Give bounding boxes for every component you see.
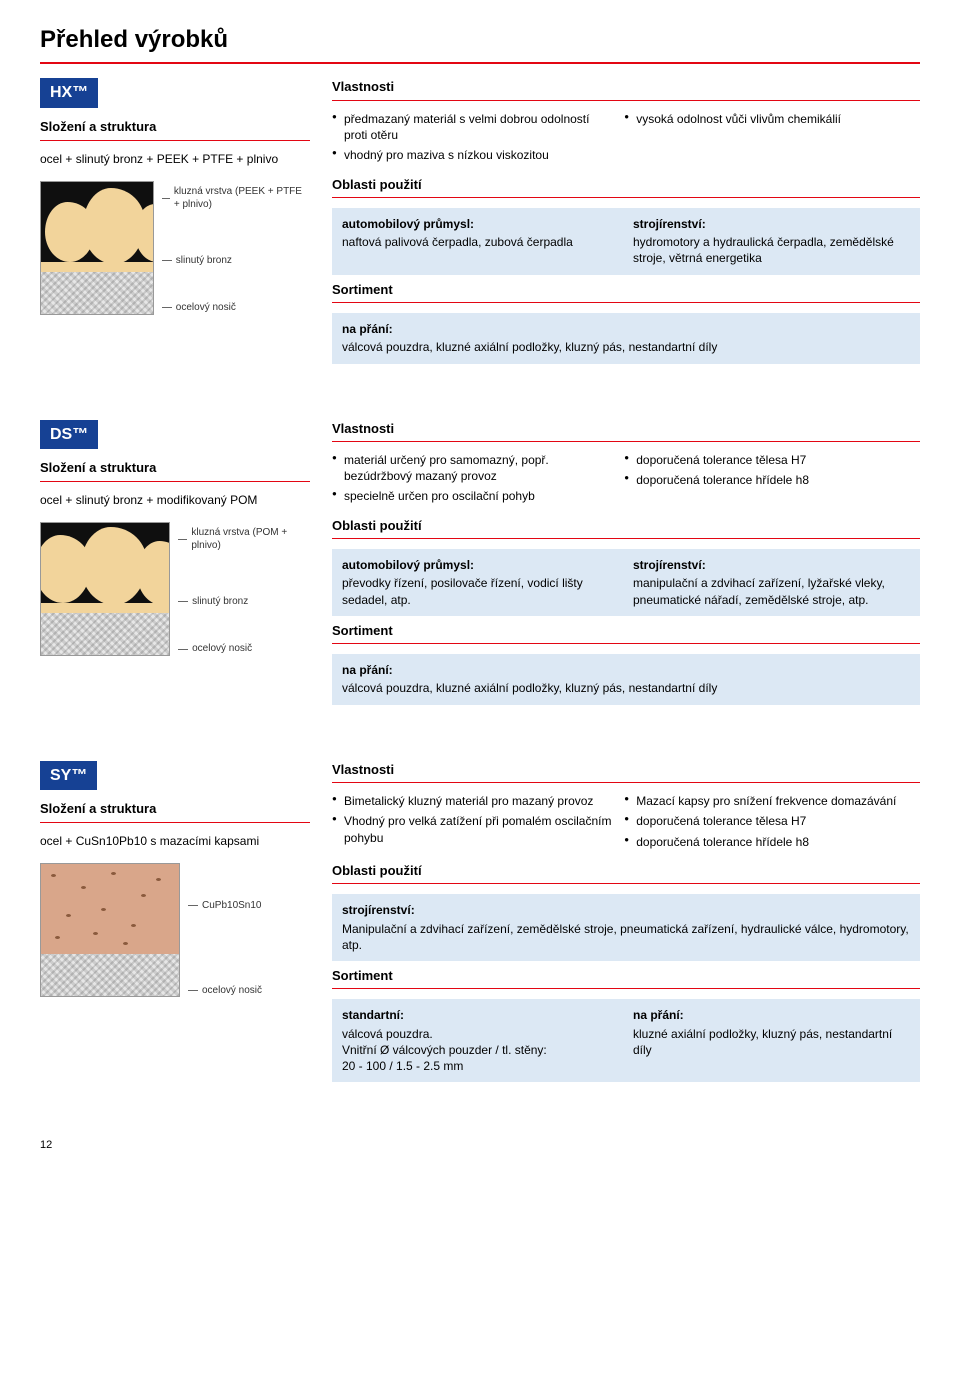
rule xyxy=(332,782,920,783)
eng-label: strojírenství: xyxy=(633,216,910,232)
composition-heading: Složení a struktura xyxy=(40,800,310,818)
apps-heading: Oblasti použití xyxy=(332,862,920,880)
prop-item: specielně určen pro oscilační pohyb xyxy=(332,488,614,504)
props-heading: Vlastnosti xyxy=(332,420,920,438)
on-request-label: na přání: xyxy=(342,662,910,678)
sortiment-heading: Sortiment xyxy=(332,967,920,985)
apps-heading: Oblasti použití xyxy=(332,176,920,194)
composition-heading: Složení a struktura xyxy=(40,459,310,477)
layer-label-mid: slinutý bronz xyxy=(192,595,248,609)
material-diagram: kluzná vrstva (POM + plnivo) slinutý bro… xyxy=(40,522,310,656)
prop-item: vysoká odolnost vůči vlivům chemikálií xyxy=(624,111,920,127)
rule xyxy=(332,538,920,539)
eng-label: strojírenství: xyxy=(633,557,910,573)
on-request-text: kluzné axiální podložky, kluzný pás, nes… xyxy=(633,1026,910,1058)
title-rule xyxy=(40,62,920,64)
standard-label: standartní: xyxy=(342,1007,619,1023)
rule xyxy=(332,441,920,442)
composition-text: ocel + slinutý bronz + PEEK + PTFE + pln… xyxy=(40,151,310,167)
auto-text: převodky řízení, posilovače řízení, vodi… xyxy=(342,575,619,607)
sortiment-heading: Sortiment xyxy=(332,281,920,299)
on-request-label: na přání: xyxy=(342,321,910,337)
rule xyxy=(40,822,310,823)
auto-label: automobilový průmysl: xyxy=(342,216,619,232)
rule xyxy=(332,100,920,101)
product-hx: HX™ Složení a struktura ocel + slinutý b… xyxy=(40,78,920,369)
rule xyxy=(40,140,310,141)
layer-label-top: CuPb10Sn10 xyxy=(202,899,262,913)
badge-ds: DS™ xyxy=(40,420,98,450)
prop-item: Vhodný pro velká zatížení při pomalém os… xyxy=(332,813,614,845)
rule xyxy=(332,988,920,989)
std-text1: válcová pouzdra. xyxy=(342,1026,619,1042)
rule xyxy=(332,302,920,303)
sortiment-heading: Sortiment xyxy=(332,622,920,640)
std-text2: Vnitřní Ø válcových pouzder / tl. stěny: xyxy=(342,1042,619,1058)
rule xyxy=(40,481,310,482)
product-sy: SY™ Složení a struktura ocel + CuSn10Pb1… xyxy=(40,761,920,1089)
auto-label: automobilový průmysl: xyxy=(342,557,619,573)
layer-label-top: kluzná vrstva (PEEK + PTFE + plnivo) xyxy=(174,185,310,212)
badge-hx: HX™ xyxy=(40,78,98,108)
prop-item: doporučená tolerance hřídele h8 xyxy=(624,834,920,850)
rule xyxy=(332,643,920,644)
composition-text: ocel + slinutý bronz + modifikovaný POM xyxy=(40,492,310,508)
applications-box: automobilový průmysl: převodky řízení, p… xyxy=(332,549,920,616)
eng-text: hydromotory a hydraulická čerpadla, země… xyxy=(633,234,910,266)
layer-label-mid: slinutý bronz xyxy=(176,254,232,268)
layer-label-bottom: ocelový nosič xyxy=(202,984,262,998)
auto-text: naftová palivová čerpadla, zubová čerpad… xyxy=(342,234,619,250)
rule xyxy=(332,197,920,198)
prop-item: vhodný pro maziva s nízkou viskozitou xyxy=(332,147,614,163)
material-diagram: kluzná vrstva (PEEK + PTFE + plnivo) sli… xyxy=(40,181,310,315)
badge-sy: SY™ xyxy=(40,761,97,791)
rule xyxy=(332,883,920,884)
eng-text: Manipulační a zdvihací zařízení, zeměděl… xyxy=(342,921,910,953)
sortiment-box: na přání: válcová pouzdra, kluzné axiáln… xyxy=(332,654,920,704)
props-heading: Vlastnosti xyxy=(332,78,920,96)
prop-item: materiál určený pro samomazný, popř. bez… xyxy=(332,452,614,484)
product-ds: DS™ Složení a struktura ocel + slinutý b… xyxy=(40,420,920,711)
prop-item: doporučená tolerance hřídele h8 xyxy=(624,472,920,488)
on-request-label: na přání: xyxy=(633,1007,910,1023)
sortiment-text: válcová pouzdra, kluzné axiální podložky… xyxy=(342,339,910,355)
material-diagram: CuPb10Sn10 ocelový nosič xyxy=(40,863,310,997)
apps-heading: Oblasti použití xyxy=(332,517,920,535)
page-number: 12 xyxy=(40,1138,920,1153)
sortiment-box: na přání: válcová pouzdra, kluzné axiáln… xyxy=(332,313,920,363)
layer-label-bottom: ocelový nosič xyxy=(192,642,252,656)
composition-heading: Složení a struktura xyxy=(40,118,310,136)
prop-item: Mazací kapsy pro snížení frekvence domaz… xyxy=(624,793,920,809)
eng-label: strojírenství: xyxy=(342,902,910,918)
sortiment-box: standartní: válcová pouzdra. Vnitřní Ø v… xyxy=(332,999,920,1082)
prop-item: předmazaný materiál s velmi dobrou odoln… xyxy=(332,111,614,143)
layer-label-bottom: ocelový nosič xyxy=(176,301,236,315)
std-text3: 20 - 100 / 1.5 - 2.5 mm xyxy=(342,1058,619,1074)
layer-label-top: kluzná vrstva (POM + plnivo) xyxy=(191,526,310,553)
applications-box: strojírenství: Manipulační a zdvihací za… xyxy=(332,894,920,961)
applications-box: automobilový průmysl: naftová palivová č… xyxy=(332,208,920,275)
composition-text: ocel + CuSn10Pb10 s mazacími kapsami xyxy=(40,833,310,849)
page-title: Přehled výrobků xyxy=(40,24,920,56)
prop-item: doporučená tolerance tělesa H7 xyxy=(624,813,920,829)
sortiment-text: válcová pouzdra, kluzné axiální podložky… xyxy=(342,680,910,696)
prop-item: doporučená tolerance tělesa H7 xyxy=(624,452,920,468)
props-heading: Vlastnosti xyxy=(332,761,920,779)
eng-text: manipulační a zdvihací zařízení, lyžařsk… xyxy=(633,575,910,607)
prop-item: Bimetalický kluzný materiál pro mazaný p… xyxy=(332,793,614,809)
